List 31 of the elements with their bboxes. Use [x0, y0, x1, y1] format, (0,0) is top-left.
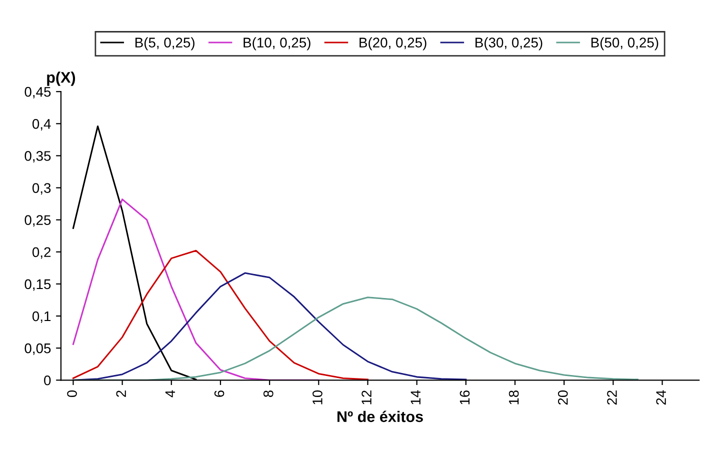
y-tick-label: 0,35 [24, 151, 51, 163]
x-tick-label: 4 [165, 390, 175, 398]
y-tick-label: 0,15 [24, 279, 51, 291]
x-tick-label: 18 [508, 390, 519, 404]
x-tick-label: 2 [116, 390, 126, 397]
x-tick-label: 12 [362, 390, 372, 404]
y-tick-label: 0,2 [32, 247, 51, 259]
y-tick-label: 0,1 [32, 311, 51, 323]
y-tick-label: 0,25 [24, 215, 51, 227]
x-tick-label: 8 [263, 390, 274, 397]
x-tick-label: 0 [67, 390, 77, 398]
y-tick-label: 0,3 [32, 183, 51, 195]
x-tick-label: 24 [656, 390, 666, 405]
y-tick-label: 0,05 [24, 343, 51, 355]
x-tick-label: 14 [410, 390, 420, 404]
x-tick-label: 16 [460, 390, 470, 404]
legend-label: B(30, 0,25) [476, 37, 542, 50]
y-tick-label: 0 [44, 375, 51, 386]
legend-label: B(50, 0,25) [591, 37, 658, 50]
x-tick-label: 6 [214, 390, 224, 397]
y-tick-label: 0,45 [24, 86, 51, 98]
x-tick-label: 10 [312, 390, 322, 404]
x-axis-title: Nº de éxitos [337, 410, 423, 422]
legend-label: B(5, 0,25) [135, 37, 194, 50]
legend-label: B(10, 0,25) [244, 37, 310, 50]
x-tick-label: 20 [558, 390, 568, 405]
y-tick-label: 0,4 [32, 118, 51, 130]
y-axis-title: p(X) [47, 72, 76, 86]
x-tick-label: 22 [607, 390, 617, 405]
legend-label: B(20, 0,25) [360, 37, 426, 50]
line-series [72, 250, 369, 380]
